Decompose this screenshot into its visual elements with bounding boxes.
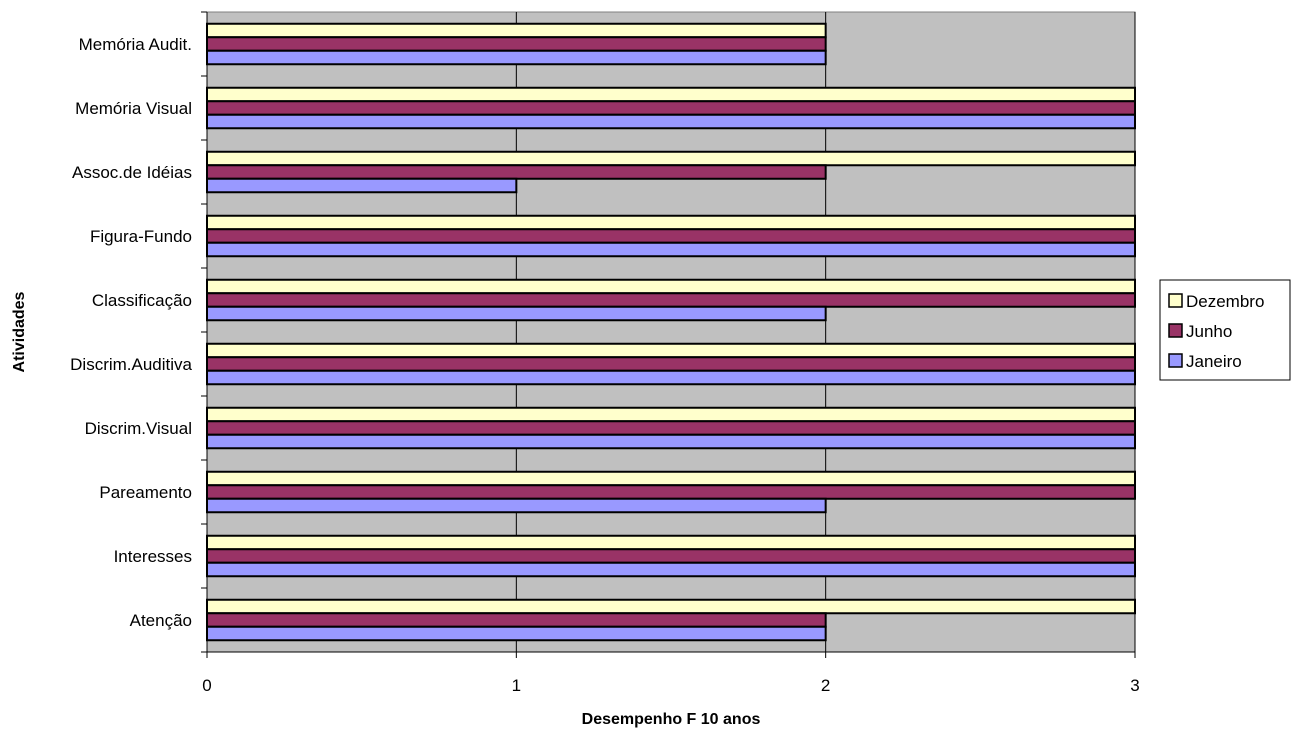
bar-dezembro-7 — [206, 150, 1136, 167]
category-label: Interesses — [114, 547, 192, 566]
legend-swatch-dezembro — [1168, 293, 1183, 308]
bar-janeiro-4 — [206, 369, 1136, 386]
category-label: Memória Visual — [75, 99, 192, 118]
bar-junho-2 — [206, 484, 1136, 500]
category-label: Pareamento — [99, 483, 192, 502]
bars — [206, 22, 1136, 642]
category-label: Classificação — [92, 291, 192, 310]
x-tick-label: 3 — [1130, 676, 1139, 695]
category-label: Atenção — [130, 611, 192, 630]
bar-janeiro-5 — [206, 305, 827, 322]
legend-label-dezembro: Dezembro — [1186, 292, 1264, 311]
bar-janeiro-0 — [206, 625, 827, 642]
bar-dezembro-2 — [206, 470, 1136, 487]
bar-dezembro-4 — [206, 342, 1136, 359]
legend-swatch-janeiro — [1168, 353, 1183, 368]
bar-junho-5 — [206, 292, 1136, 308]
bar-janeiro-6 — [206, 241, 1136, 258]
x-axis-title: Desempenho F 10 anos — [582, 711, 761, 728]
bar-junho-7 — [206, 164, 827, 180]
bar-dezembro-9 — [206, 22, 827, 39]
legend-swatch-junho — [1168, 323, 1183, 338]
bar-dezembro-8 — [206, 86, 1136, 103]
bar-junho-4 — [206, 356, 1136, 372]
bar-dezembro-0 — [206, 598, 1136, 615]
category-label: Discrim.Visual — [85, 419, 192, 438]
bar-dezembro-3 — [206, 406, 1136, 423]
category-label: Assoc.de Idéias — [72, 163, 192, 182]
bar-junho-0 — [206, 612, 827, 628]
category-labels: Atenção Interesses Pareamento Discrim.Visua… — [70, 35, 192, 630]
y-axis-title: Atividades — [11, 291, 28, 372]
legend-label-junho: Junho — [1186, 322, 1232, 341]
bar-janeiro-7 — [206, 177, 518, 194]
bar-junho-6 — [206, 228, 1136, 244]
bar-janeiro-2 — [206, 497, 827, 514]
x-tick-label: 0 — [202, 676, 211, 695]
bar-junho-9 — [206, 36, 827, 52]
bar-junho-8 — [206, 100, 1136, 116]
bar-dezembro-5 — [206, 278, 1136, 295]
x-tick-label: 2 — [821, 676, 830, 695]
bar-dezembro-6 — [206, 214, 1136, 231]
x-tick-label: 1 — [512, 676, 521, 695]
bar-junho-1 — [206, 548, 1136, 564]
x-tick-labels: 0 1 2 3 — [202, 676, 1139, 695]
category-label: Figura-Fundo — [90, 227, 192, 246]
bar-janeiro-3 — [206, 433, 1136, 450]
bar-janeiro-9 — [206, 49, 827, 66]
bar-janeiro-8 — [206, 113, 1136, 130]
legend-label-janeiro: Janeiro — [1186, 352, 1242, 371]
bar-dezembro-1 — [206, 534, 1136, 551]
axes — [201, 11, 1136, 658]
category-label: Memória Audit. — [79, 35, 192, 54]
legend: Dezembro Junho Janeiro — [1159, 279, 1291, 381]
bar-junho-3 — [206, 420, 1136, 436]
category-label: Discrim.Auditiva — [70, 355, 192, 374]
bar-janeiro-1 — [206, 561, 1136, 578]
